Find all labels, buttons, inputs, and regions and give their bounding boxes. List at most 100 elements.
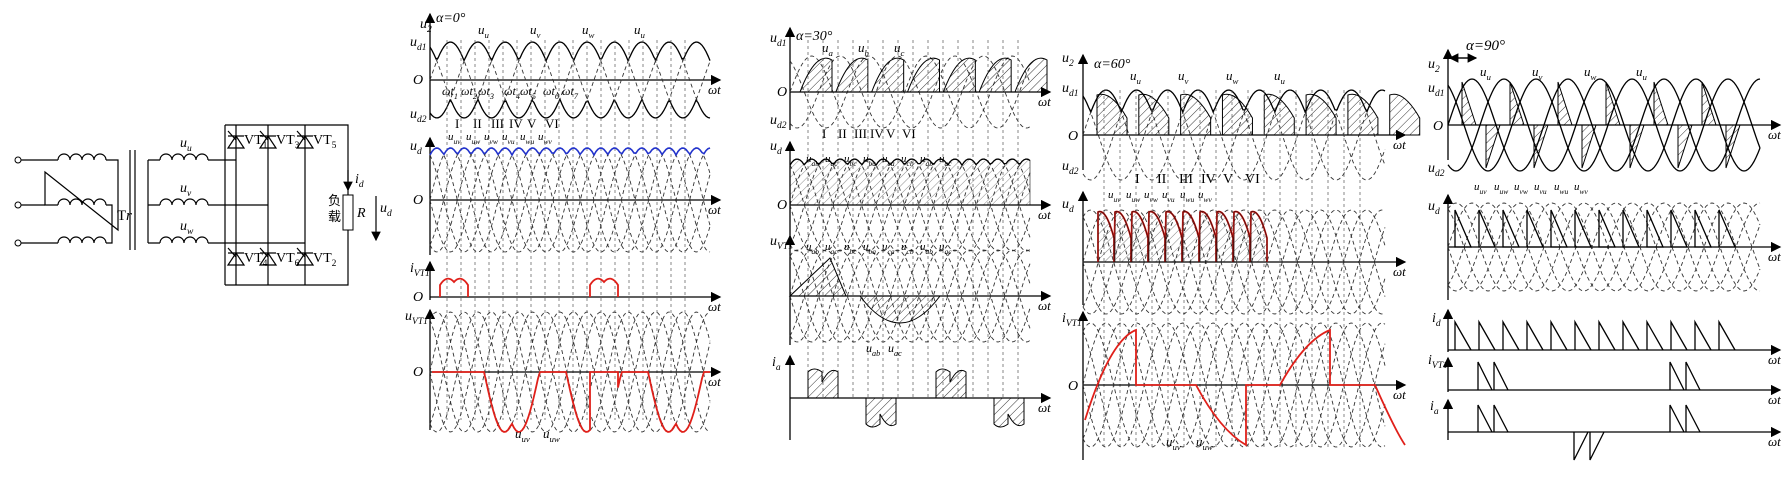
ivt1-pulse [1493,361,1509,391]
id-pulse [1622,319,1640,351]
omega-t-label: ωt [1768,392,1781,407]
phase-tag: uu [634,22,646,40]
pair-label: ucb [901,153,914,168]
id-pulse [1574,319,1592,351]
roman-numeral: II [473,116,482,131]
phase-tag: uu [1636,64,1648,82]
id-pulse [1478,319,1496,351]
ud1-label: ud1 [770,31,787,49]
roman-numeral: III [854,126,867,141]
pair-label: ubc [844,153,857,168]
ud2-envelope [429,97,711,119]
ud-label: ud [1062,197,1074,215]
phase-wave [1082,322,1386,448]
omega-t-label: ωt [1038,207,1051,222]
ivt1-pulse [589,277,619,297]
phase-tag: uc [894,40,905,58]
omega-t-label: ωt [708,299,721,314]
waveform-panel-alpha-0: u2α=0°ud1ωtOuuuvuwuuωt1ωt2ωt3ωt4ωt5ωt6ωt… [405,11,722,444]
ud-label: ud [1428,199,1440,217]
ud1-label: ud1 [1428,81,1445,99]
alpha-label: α=60° [1094,57,1131,72]
hatched-region [1347,93,1379,136]
load-current-label: id [355,172,364,190]
ud2-label: ud2 [770,113,787,131]
ud-label: ud [410,139,422,157]
id-pulse [1502,319,1520,351]
pair-label: uac [939,153,952,168]
roman-numeral: VI [545,116,559,131]
phase-tag: uv [530,22,541,40]
origin-label: O [1068,379,1078,394]
phase-wave [1082,209,1386,315]
thyristor-label: VT3 [276,133,300,151]
u2-label: u2 [1062,51,1074,69]
hatched-region [906,57,940,93]
phase-wave [789,249,1031,343]
hatched-region [1605,81,1621,126]
hatched-region [1138,93,1170,136]
origin-label: O [777,198,787,213]
pair-label: uab [920,153,933,168]
hatched-region [1581,124,1597,169]
thyristor-label: VT2 [313,251,337,269]
pair-label: uvw [1514,181,1528,196]
pair-label: uca [882,153,895,168]
thyristor-vt3 [258,130,278,149]
pair-label: uvu [502,131,515,146]
hatched-region [1725,124,1741,169]
omega-t-label: ωt [1768,434,1781,449]
origin-label: O [777,85,787,100]
terminal [14,239,22,247]
ivt1-wave [1084,328,1406,447]
primary-coil-w [57,236,107,244]
omega-t-label: ωt [708,374,721,389]
hatched-region [1389,93,1421,136]
thyristor-vt1 [226,130,246,149]
roman-numeral: V [1223,172,1233,187]
phase-wave [1447,202,1761,292]
phase-tag: uu [1480,64,1492,82]
uvt1-label: uVT1 [405,309,428,327]
secondary-u-label: uu [180,136,192,154]
pair-label: uwu [520,131,534,146]
hatched-region [1014,57,1048,93]
hatched-region [1557,81,1573,126]
ivt1-pulse [1477,361,1493,391]
roman-numeral: I [455,116,459,131]
ud-pulse [1598,209,1616,248]
ud-pulse [1646,209,1664,248]
roman-numeral: I [1135,172,1140,187]
ud-pulse [1718,209,1736,248]
thyristor-vt4 [226,247,246,266]
alpha-label: α=0° [436,11,466,26]
omega-t-label: ωt [1038,298,1051,313]
phase-wave [429,311,711,433]
primary-coil-v [57,198,107,206]
omega-t-label: ωt [1768,127,1781,142]
id-pulse [1694,319,1712,351]
phase-wave [429,147,711,253]
id-pulse [1646,319,1664,351]
thyristor-label: VT6 [276,251,300,269]
omega-t-label: ωt [1393,387,1406,402]
pair-label: uwv [538,131,552,146]
ia-pulse-neg [1573,431,1589,461]
phase-tag: ua [822,40,834,58]
hatched-region [942,57,976,93]
ud-label: ud [770,139,782,157]
ud-hatched [789,158,1031,206]
ud-pulse [1694,209,1712,248]
phase-tag: uv [1178,68,1189,86]
secondary-coil-v [159,198,209,206]
phase-wave [429,311,711,433]
phase-tag: uw [1584,64,1597,82]
terminal [14,201,22,209]
pair-label: uwv [1574,181,1588,196]
id-pulse [1670,319,1688,351]
roman-numeral: V [886,126,896,141]
phase-wave [1082,322,1386,448]
phase-wave [789,249,1031,343]
ud-hatched [1216,211,1234,263]
